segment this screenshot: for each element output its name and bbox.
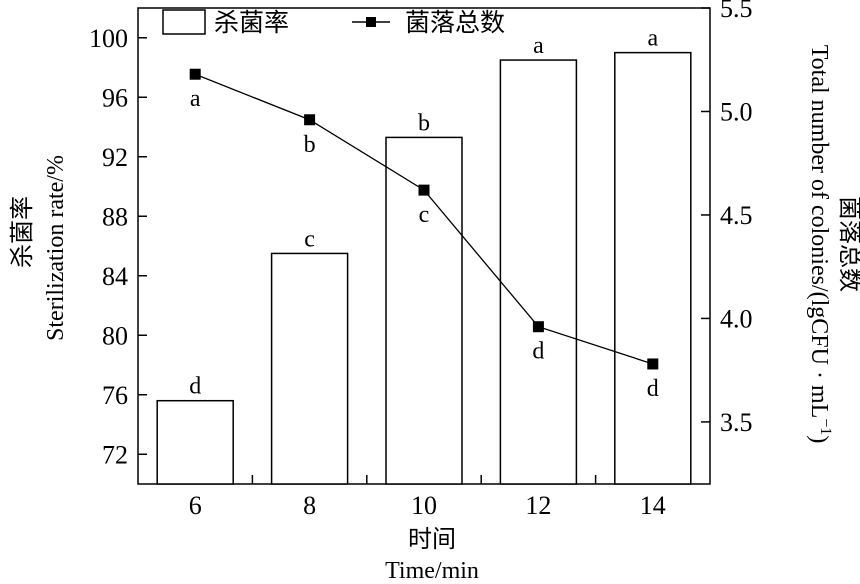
right-axis-title-zh: 菌落总数	[836, 196, 860, 292]
left-tick-label: 92	[102, 143, 128, 172]
right-axis-title-en: Total number of colonies/(lgCFU · mL−1)	[806, 45, 834, 444]
left-tick-label: 84	[102, 262, 128, 291]
left-axis-title-en: Sterilization rate/%	[43, 155, 69, 341]
bar-series: d c b a a	[156, 26, 692, 485]
x-axis-ticks: 6 8 10 12 14	[189, 475, 666, 520]
line-point	[647, 358, 659, 370]
point-significance-label: d	[532, 339, 544, 365]
right-tick-label: 5.5	[720, 0, 753, 23]
left-tick-label: 100	[89, 24, 128, 53]
left-axis-title-zh: 杀菌率	[9, 196, 36, 268]
bar-significance-label: a	[647, 26, 658, 52]
x-axis-title-zh: 时间	[408, 526, 456, 553]
left-tick-label: 76	[102, 381, 128, 410]
line-point	[304, 114, 316, 126]
bar-significance-label: b	[418, 110, 430, 136]
bar	[270, 252, 349, 485]
right-tick-label: 5.0	[720, 97, 753, 126]
left-axis-ticks: 72 76 80 84 88 92 96 100	[89, 24, 147, 469]
bar	[614, 51, 692, 485]
line-point	[418, 184, 430, 196]
x-tick-label: 8	[303, 491, 316, 520]
line-point	[532, 321, 544, 333]
right-tick-label: 4.0	[720, 304, 753, 333]
right-axis-title-sup: −1	[817, 418, 834, 435]
bar	[499, 59, 578, 485]
bar	[156, 399, 234, 485]
bar-significance-label: c	[304, 226, 315, 252]
right-tick-label: 3.5	[720, 408, 753, 437]
x-tick-label: 14	[640, 491, 666, 520]
line-point	[189, 68, 201, 80]
x-tick-label: 12	[525, 491, 551, 520]
legend-line-label: 菌落总数	[405, 9, 505, 37]
point-significance-label: b	[304, 132, 316, 158]
legend-bar-swatch	[162, 9, 206, 35]
right-axis-ticks: 3.5 4.0 4.5 5.0 5.5	[701, 0, 753, 437]
legend-line-marker	[366, 17, 376, 27]
left-tick-label: 80	[102, 321, 128, 350]
point-significance-label: a	[190, 86, 201, 112]
left-tick-label: 88	[102, 202, 128, 231]
line-series: a b c d d	[189, 68, 659, 402]
legend: 杀菌率 菌落总数	[162, 9, 505, 37]
bar-significance-label: d	[189, 374, 201, 400]
right-tick-label: 4.5	[720, 201, 753, 230]
left-tick-label: 96	[102, 83, 128, 112]
left-tick-label: 72	[102, 440, 128, 469]
x-axis-title-en: Time/min	[385, 558, 479, 584]
point-significance-label: c	[419, 202, 430, 228]
legend-bar-label: 杀菌率	[214, 9, 289, 37]
bar-significance-label: a	[533, 33, 544, 59]
point-significance-label: d	[647, 376, 659, 402]
x-tick-label: 6	[189, 491, 202, 520]
x-tick-label: 10	[411, 491, 437, 520]
